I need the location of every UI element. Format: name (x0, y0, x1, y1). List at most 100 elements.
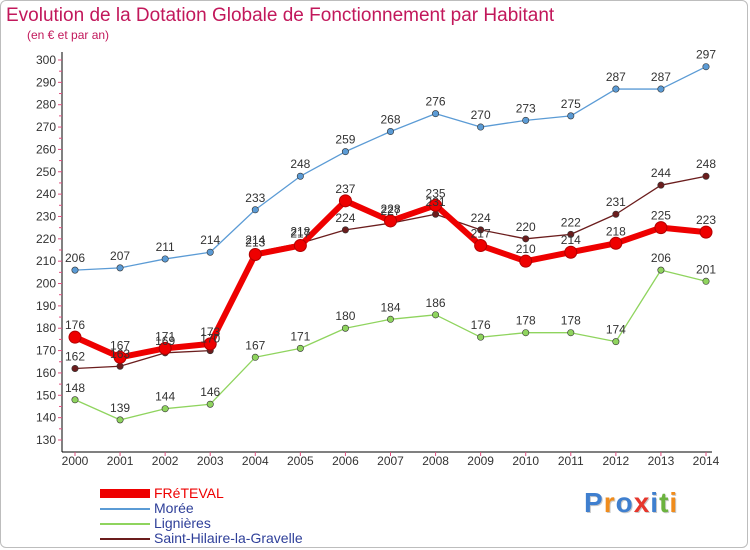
data-point (71, 396, 79, 404)
data-label: 211 (156, 240, 175, 254)
data-point (612, 210, 620, 218)
data-label: 218 (290, 224, 310, 238)
series-1 (71, 63, 710, 274)
data-point (341, 226, 349, 234)
data-label: 206 (65, 251, 85, 265)
data-point (429, 198, 443, 212)
x-tick-label: 2010 (512, 454, 539, 468)
y-tick-label: 130 (36, 433, 56, 447)
data-label: 139 (110, 401, 130, 415)
data-label: 224 (471, 211, 491, 225)
data-label: 186 (426, 296, 446, 310)
data-point (384, 214, 397, 228)
data-point (564, 245, 578, 259)
data-label: 207 (110, 249, 130, 263)
data-point (477, 123, 485, 131)
logo-letter: i (650, 487, 660, 518)
data-point (386, 315, 394, 323)
legend: FRéTEVAL Morée Lignières Saint-Hilaire-la-G… (100, 486, 303, 546)
data-point (206, 248, 214, 256)
data-label: 273 (516, 101, 536, 115)
x-tick-label: 2000 (62, 454, 89, 468)
data-point (251, 206, 259, 214)
legend-swatch (100, 507, 150, 510)
data-label: 270 (471, 108, 491, 122)
data-point (657, 85, 665, 93)
data-label: 231 (426, 195, 446, 209)
data-label: 214 (200, 233, 220, 247)
x-tick-label: 2011 (558, 454, 584, 468)
data-label: 227 (380, 204, 400, 218)
y-tick-label: 280 (36, 98, 56, 112)
data-label: 206 (651, 251, 671, 265)
data-point (296, 344, 304, 352)
data-label: 297 (696, 48, 716, 62)
legend-swatch (100, 537, 150, 540)
data-point (477, 226, 485, 234)
x-tick-label: 2008 (422, 454, 449, 468)
data-label: 222 (561, 215, 581, 229)
data-label: 176 (471, 318, 491, 332)
data-point (251, 353, 259, 361)
legend-label: Saint-Hilaire-la-Gravelle (154, 530, 303, 546)
y-tick-label: 180 (36, 321, 56, 335)
data-point (699, 225, 713, 239)
y-tick-label: 200 (36, 277, 56, 291)
x-tick-label: 2002 (152, 454, 179, 468)
data-point (338, 194, 352, 208)
data-point (71, 266, 79, 274)
data-point (161, 405, 169, 413)
data-label: 275 (561, 97, 581, 111)
data-label: 214 (561, 233, 581, 247)
logo-letter: t (659, 487, 670, 518)
x-tick-label: 2012 (603, 454, 630, 468)
data-label: 176 (65, 318, 85, 332)
data-label: 259 (335, 133, 355, 147)
data-point (654, 221, 668, 235)
data-point (657, 181, 665, 189)
proxiti-logo: Proxiti (584, 487, 678, 519)
data-label: 167 (110, 338, 130, 352)
data-point (116, 416, 124, 424)
data-label: 178 (561, 314, 581, 328)
data-label: 146 (200, 385, 220, 399)
data-point (341, 324, 349, 332)
data-point (567, 112, 575, 120)
data-label: 180 (335, 309, 355, 323)
legend-item: FRéTEVAL (100, 486, 303, 501)
logo-letter: o (615, 487, 634, 518)
data-label: 248 (290, 157, 310, 171)
data-label: 233 (245, 191, 265, 205)
data-label: 218 (606, 224, 626, 238)
data-point (612, 85, 620, 93)
data-point (296, 172, 304, 180)
data-label: 201 (696, 262, 716, 276)
data-label: 235 (426, 186, 446, 200)
data-point (116, 264, 124, 272)
data-point (116, 362, 124, 370)
data-label: 144 (155, 390, 175, 404)
data-label: 163 (110, 347, 130, 361)
x-tick-label: 2013 (648, 454, 675, 468)
data-label: 214 (245, 233, 265, 247)
x-tick-label: 2004 (242, 454, 269, 468)
y-tick-label: 210 (36, 254, 56, 268)
data-point (609, 236, 623, 250)
data-label: 210 (516, 242, 536, 256)
chart-axes: 130 140 150 160 170 180 190 200 210 220 230 240 250 2… (36, 52, 720, 468)
data-point (206, 400, 214, 408)
data-point (702, 172, 710, 180)
data-label: 276 (426, 95, 446, 109)
data-point (522, 235, 530, 243)
data-point (158, 341, 172, 355)
chart-series (68, 63, 713, 424)
y-tick-label: 250 (36, 165, 56, 179)
data-point (203, 337, 217, 351)
chart-subtitle: (en € et par an) (27, 28, 110, 42)
logo-letter: i (669, 487, 679, 518)
data-point (71, 364, 79, 372)
data-label: 170 (200, 332, 220, 346)
series-3 (68, 194, 713, 364)
